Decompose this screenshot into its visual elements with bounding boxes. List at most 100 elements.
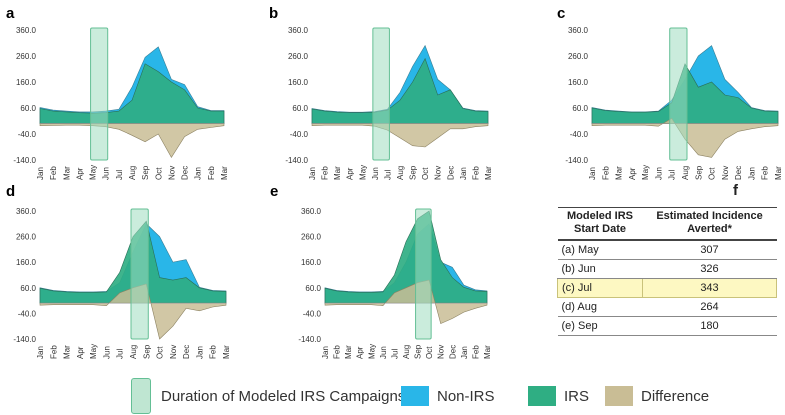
irs-campaign-band xyxy=(669,27,688,161)
x-tick-label: Feb xyxy=(49,345,58,359)
y-tick-label: -40.0 xyxy=(18,130,37,139)
x-tick-label: Jan xyxy=(747,167,756,180)
header-line: Modeled IRS xyxy=(566,210,633,222)
y-tick-label: -40.0 xyxy=(570,130,589,139)
y-tick-label: 260.0 xyxy=(301,233,322,242)
panel-label-a: a xyxy=(6,5,15,22)
x-tick-label: Jul xyxy=(116,349,125,359)
start-date-cell: (a) May xyxy=(557,240,643,260)
legend-label-campaign: Duration of Modeled IRS Campaigns xyxy=(161,387,406,405)
averted-cell: 180 xyxy=(642,316,777,336)
x-tick-label: Nov xyxy=(169,345,178,359)
averted-cell: 264 xyxy=(642,297,777,317)
x-tick-label: Dec xyxy=(446,166,455,180)
area-difference xyxy=(324,279,488,325)
x-tick-label: Dec xyxy=(734,166,743,180)
legend-swatch-campaign xyxy=(131,378,151,414)
start-date-cell: (b) Jun xyxy=(557,259,643,279)
y-tick-label: 360.0 xyxy=(16,26,37,35)
column-header-start-date: Modeled IRS Start Date xyxy=(557,207,643,241)
area-irs xyxy=(311,57,489,124)
y-tick-label: -40.0 xyxy=(18,309,37,318)
y-tick-label: 360.0 xyxy=(16,207,37,216)
legend-swatch-non-irs xyxy=(401,386,429,406)
x-tick-label: Jul xyxy=(668,170,677,180)
y-tick-label: -140.0 xyxy=(13,335,36,344)
x-tick-label: Nov xyxy=(434,166,443,180)
y-tick-label: 260.0 xyxy=(288,52,309,61)
panel-label-e: e xyxy=(270,183,278,200)
x-tick-label: Oct xyxy=(421,167,430,180)
panel-label-c: c xyxy=(557,5,565,22)
y-tick-label: 260.0 xyxy=(16,233,37,242)
x-tick-label: Oct xyxy=(156,346,165,359)
irs-campaign-band xyxy=(90,27,109,161)
x-tick-label: Oct xyxy=(425,346,434,359)
x-tick-label: Sep xyxy=(414,344,423,359)
start-date-cell: (d) Aug xyxy=(557,297,643,317)
x-tick-label: Feb xyxy=(321,166,330,180)
x-tick-label: Jul xyxy=(390,349,399,359)
irs-campaign-band xyxy=(415,208,432,340)
legend-item-irs: IRS xyxy=(528,378,589,414)
x-tick-label: Apr xyxy=(346,167,355,180)
y-tick-label: 360.0 xyxy=(301,207,322,216)
x-tick-label: Dec xyxy=(182,345,191,359)
x-tick-label: Jan xyxy=(588,167,597,180)
x-tick-label: Nov xyxy=(437,345,446,359)
y-tick-label: 60.0 xyxy=(572,104,588,113)
x-tick-label: Feb xyxy=(471,166,480,180)
y-tick-label: 360.0 xyxy=(568,26,589,35)
legend-swatch-difference xyxy=(605,386,633,406)
y-tick-label: 160.0 xyxy=(301,258,322,267)
x-tick-label: Feb xyxy=(207,166,216,180)
x-tick-label: Aug xyxy=(396,166,405,180)
x-tick-label: Feb xyxy=(333,345,342,359)
x-tick-label: Jan xyxy=(36,346,45,359)
x-tick-label: Apr xyxy=(75,167,84,180)
y-tick-label: -140.0 xyxy=(285,156,308,165)
y-tick-label: 160.0 xyxy=(16,78,37,87)
header-line: Start Date xyxy=(574,223,626,235)
x-tick-label: Jul xyxy=(115,170,124,180)
area-difference xyxy=(39,123,225,158)
legend-label-irs: IRS xyxy=(564,387,590,405)
irs-campaign-band xyxy=(372,27,390,161)
averted-cell: 326 xyxy=(642,259,777,279)
x-tick-label: Jun xyxy=(654,167,663,180)
legend-item-campaign: Duration of Modeled IRS Campaigns xyxy=(131,378,405,414)
legend-item-non-irs: Non-IRS xyxy=(401,378,495,414)
x-tick-label: Aug xyxy=(402,345,411,359)
table-row-highlighted: (c) Jul 343 xyxy=(557,278,777,298)
x-tick-label: Oct xyxy=(708,167,717,180)
y-tick-label: 160.0 xyxy=(288,78,309,87)
y-tick-label: 160.0 xyxy=(16,258,37,267)
x-tick-label: Nov xyxy=(167,166,176,180)
x-tick-label: Feb xyxy=(209,345,218,359)
legend: Duration of Modeled IRS Campaigns Non-IR… xyxy=(0,378,785,414)
x-tick-label: Feb xyxy=(49,166,58,180)
x-tick-label: Aug xyxy=(128,166,137,180)
irs-campaign-band xyxy=(130,208,149,340)
x-tick-label: Jun xyxy=(379,346,388,359)
x-tick-label: Mar xyxy=(344,345,353,359)
x-tick-label: Dec xyxy=(448,345,457,359)
x-tick-label: Mar xyxy=(774,166,783,180)
x-tick-label: May xyxy=(641,165,650,180)
x-tick-label: Apr xyxy=(76,346,85,359)
x-tick-label: Aug xyxy=(681,166,690,180)
x-tick-label: Nov xyxy=(721,166,730,180)
x-tick-label: Sep xyxy=(694,165,703,180)
x-tick-label: May xyxy=(89,165,98,180)
x-tick-label: Jan xyxy=(321,346,330,359)
y-tick-label: 260.0 xyxy=(568,52,589,61)
table-row: (d) Aug 264 xyxy=(557,297,777,317)
start-date-cell: (e) Sep xyxy=(557,316,643,336)
table-header-row: Modeled IRS Start Date Estimated Inciden… xyxy=(557,207,777,241)
x-tick-label: Mar xyxy=(63,345,72,359)
x-tick-label: Sep xyxy=(141,165,150,180)
table-row: (a) May 307 xyxy=(557,240,777,260)
legend-label-difference: Difference xyxy=(641,387,710,405)
x-tick-label: Mar xyxy=(483,345,492,359)
